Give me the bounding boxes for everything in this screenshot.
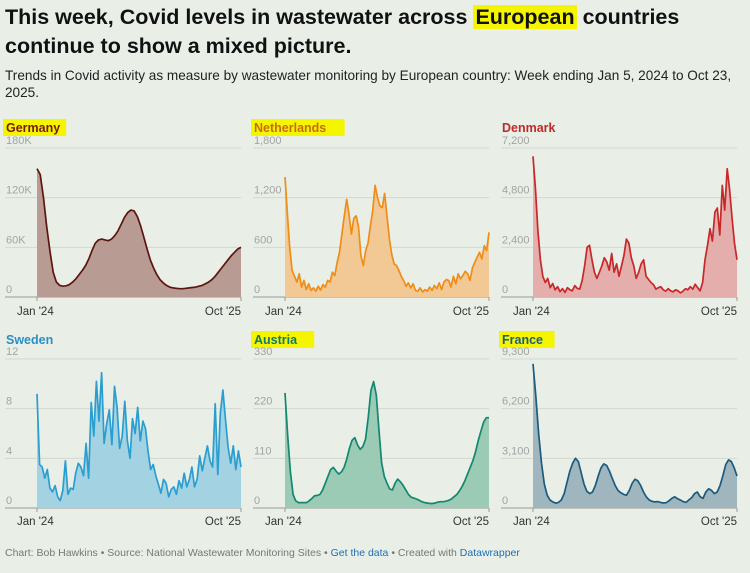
area-denmark xyxy=(533,156,737,297)
x-tick-label: Oct '25 xyxy=(205,516,241,528)
line-sweden xyxy=(36,371,242,502)
chart-title-germany: Germany xyxy=(6,121,60,135)
y-tick-label: 2,400 xyxy=(502,234,530,246)
y-tick-label: 180K xyxy=(6,135,32,147)
chart-title-denmark: Denmark xyxy=(502,121,556,135)
y-tick-label: 0 xyxy=(502,284,508,296)
headline-part-2: countries continue to show a mixed pictu… xyxy=(5,5,680,58)
title-highlight-austria xyxy=(251,331,315,348)
area-france xyxy=(533,363,737,508)
y-tick-label: 110 xyxy=(254,445,272,457)
title-highlight-germany xyxy=(3,119,67,136)
get-data-link[interactable]: Get the data xyxy=(330,547,389,559)
chart-austria: Austria 0 110 220 330 Jan '24 Oct '25 xyxy=(251,331,490,528)
headline-part-1: This week, Covid levels in wastewater ac… xyxy=(5,5,474,29)
y-tick-label: 600 xyxy=(254,234,272,246)
chart-germany: Germany 0 60K 120K 180K Jan '24 Oct '25 xyxy=(3,119,242,318)
area-netherlands xyxy=(285,177,489,297)
y-tick-label: 0 xyxy=(502,495,508,507)
y-tick-label: 60K xyxy=(6,234,26,246)
chart-france: France 0 3,100 6,200 9,300 Jan '24 Oct '25 xyxy=(499,331,738,528)
y-tick-label: 1,200 xyxy=(254,185,282,197)
y-tick-label: 0 xyxy=(6,495,12,507)
area-germany xyxy=(37,168,241,297)
y-tick-label: 0 xyxy=(6,284,12,296)
y-tick-label: 0 xyxy=(254,495,260,507)
x-tick-label: Oct '25 xyxy=(701,306,737,318)
line-austria xyxy=(284,380,489,505)
chart-sweden: Sweden 0 4 8 12 Jan '24 Oct '25 xyxy=(5,333,242,528)
y-tick-label: 4,800 xyxy=(502,185,530,197)
headline-highlight: European xyxy=(473,5,577,29)
x-tick-label: Jan '24 xyxy=(513,516,550,528)
chart-netherlands: Netherlands 0 600 1,200 1,800 Jan '24 Oct '25 xyxy=(251,119,490,318)
footer: Chart: Bob Hawkins • Source: National Wa… xyxy=(5,547,520,559)
y-tick-label: 330 xyxy=(254,346,272,358)
y-tick-label: 12 xyxy=(6,346,18,358)
y-tick-label: 1,800 xyxy=(254,135,282,147)
x-tick-label: Jan '24 xyxy=(513,306,550,318)
y-tick-label: 8 xyxy=(6,396,12,408)
y-tick-label: 6,200 xyxy=(502,396,530,408)
footer-created: • Created with xyxy=(388,547,460,559)
line-germany xyxy=(36,168,242,290)
y-tick-label: 120K xyxy=(6,185,32,197)
line-netherlands xyxy=(284,176,490,293)
chart-title-france: France xyxy=(502,333,543,347)
chart-title-netherlands: Netherlands xyxy=(254,121,326,135)
chart-title-austria: Austria xyxy=(254,333,298,347)
x-tick-label: Jan '24 xyxy=(265,306,302,318)
x-tick-label: Jan '24 xyxy=(17,306,54,318)
title-highlight-netherlands xyxy=(251,119,345,136)
headline: This week, Covid levels in wastewater ac… xyxy=(5,3,745,61)
x-tick-label: Jan '24 xyxy=(17,516,54,528)
y-tick-label: 220 xyxy=(254,396,272,408)
line-france xyxy=(532,363,738,505)
x-tick-label: Oct '25 xyxy=(453,306,489,318)
x-tick-label: Oct '25 xyxy=(205,306,241,318)
area-austria xyxy=(285,381,489,508)
subtitle: Trends in Covid activity as measure by w… xyxy=(5,68,732,100)
datawrapper-link[interactable]: Datawrapper xyxy=(459,547,520,559)
y-tick-label: 4 xyxy=(6,445,12,457)
y-tick-label: 3,100 xyxy=(502,445,530,457)
y-tick-label: 7,200 xyxy=(502,135,530,147)
footer-credit: Chart: Bob Hawkins • Source: National Wa… xyxy=(5,547,331,559)
chart-title-sweden: Sweden xyxy=(6,333,53,347)
line-denmark xyxy=(532,156,738,294)
x-tick-label: Jan '24 xyxy=(265,516,302,528)
chart-denmark: Denmark 0 2,400 4,800 7,200 Jan '24 Oct '25 xyxy=(501,121,738,318)
x-tick-label: Oct '25 xyxy=(701,516,737,528)
x-tick-label: Oct '25 xyxy=(453,516,489,528)
y-tick-label: 0 xyxy=(254,284,260,296)
title-highlight-france xyxy=(499,331,555,348)
y-tick-label: 9,300 xyxy=(502,346,530,358)
